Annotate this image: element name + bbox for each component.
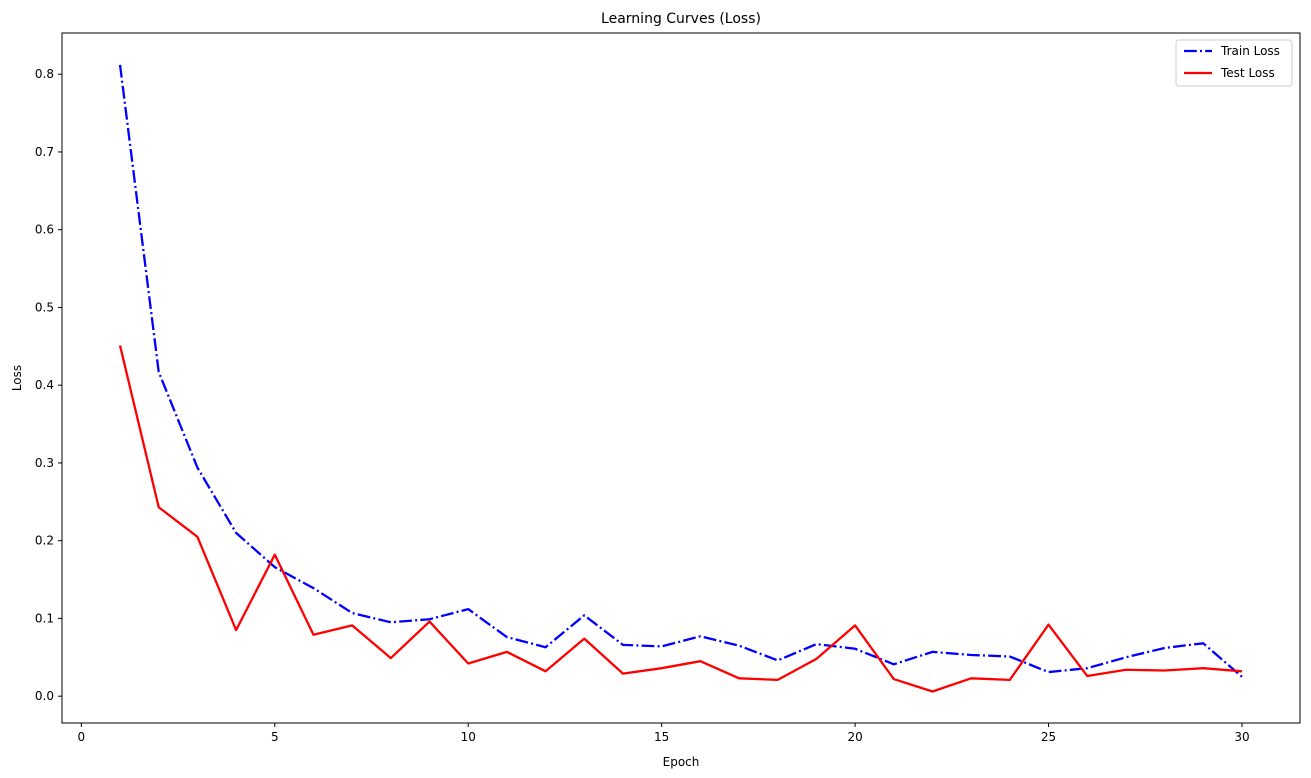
y-axis-label: Loss (10, 365, 24, 391)
x-axis: 0 5 10 15 20 25 30 (78, 723, 1250, 744)
plot-area (118, 64, 1243, 693)
x-tick-label: 15 (654, 730, 669, 744)
x-axis-label: Epoch (663, 755, 700, 769)
legend-box (1175, 39, 1293, 87)
series-line (118, 64, 1243, 678)
plot-frame (61, 32, 1301, 724)
y-tick-label: 0.5 (35, 300, 54, 314)
legend-item: Train Loss (1184, 44, 1280, 58)
y-tick-label: 0.2 (35, 534, 54, 548)
x-tick-label: 0 (78, 730, 86, 744)
x-tick-label: 25 (1041, 730, 1056, 744)
legend: Train Loss Test Loss (1175, 39, 1293, 87)
series-0 (118, 64, 1243, 678)
series-line (118, 345, 1243, 693)
legend-label: Train Loss (1220, 44, 1280, 58)
y-tick-label: 0.7 (35, 145, 54, 159)
chart-title: Learning Curves (Loss) (601, 11, 761, 27)
y-tick-label: 0.0 (35, 689, 54, 703)
series-1 (118, 345, 1243, 693)
y-axis: 0.0 0.1 0.2 0.3 0.4 0.5 0.6 0.7 0.8 (35, 67, 62, 703)
x-tick-label: 30 (1234, 730, 1249, 744)
x-tick-label: 10 (461, 730, 476, 744)
x-tick-label: 20 (847, 730, 862, 744)
y-tick-label: 0.1 (35, 611, 54, 625)
y-tick-label: 0.4 (35, 378, 54, 392)
y-tick-label: 0.6 (35, 223, 54, 237)
y-tick-label: 0.8 (35, 67, 54, 81)
x-tick-label: 5 (271, 730, 279, 744)
y-tick-label: 0.3 (35, 456, 54, 470)
legend-item: Test Loss (1184, 66, 1275, 80)
legend-label: Test Loss (1220, 66, 1275, 80)
